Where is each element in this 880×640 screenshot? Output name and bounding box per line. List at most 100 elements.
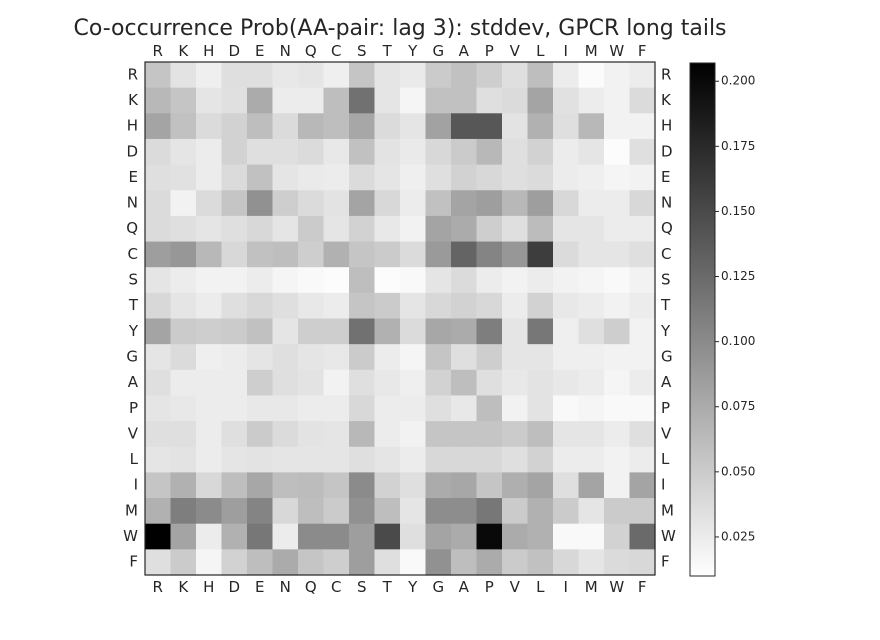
heatmap-cell-R-N (272, 62, 299, 89)
heatmap-cell-V-Y (400, 421, 427, 448)
heatmap-cell-C-S (349, 241, 376, 268)
heatmap-cell-T-M (578, 292, 605, 320)
heatmap-cell-W-C (323, 523, 350, 550)
heatmap-cell-P-A (451, 395, 478, 422)
heatmap-cell-M-V (502, 498, 529, 525)
heatmap-cell-C-D (221, 241, 248, 268)
y-tick-label-left: D (126, 142, 138, 160)
heatmap-cell-D-R (145, 138, 172, 166)
heatmap-cell-G-V (502, 344, 529, 371)
x-tick-label-bottom: G (432, 578, 444, 596)
x-tick-label-bottom: M (585, 578, 598, 596)
x-tick-label-top: Y (407, 42, 418, 60)
y-tick-label-right: L (661, 450, 670, 468)
heatmap-cell-E-Q (298, 164, 325, 191)
heatmap-cell-I-C (323, 472, 350, 499)
heatmap-cell-C-R (145, 241, 172, 268)
heatmap-cell-D-C (323, 138, 350, 166)
heatmap-cell-G-T (374, 344, 401, 371)
heatmap-cell-N-P (476, 190, 503, 217)
y-tick-label-right: Q (661, 219, 673, 237)
heatmap-cell-R-K (170, 62, 197, 89)
x-tick-label-top: I (564, 42, 568, 60)
heatmap-frame (144, 61, 656, 576)
heatmap-cell-W-L (527, 523, 554, 550)
x-tick-label-top: F (638, 42, 647, 60)
heatmap-cell-D-E (247, 138, 274, 166)
x-tick-label-top: M (585, 42, 598, 60)
heatmap-cell-I-D (221, 472, 248, 499)
heatmap-cell-Q-C (323, 215, 350, 243)
heatmap-cell-P-K (170, 395, 197, 422)
heatmap-cell-M-E (247, 498, 274, 525)
heatmap-cell-E-F (629, 164, 656, 191)
heatmap-cell-D-H (196, 138, 223, 166)
heatmap-cell-N-A (451, 190, 478, 217)
heatmap-cell-L-P (476, 446, 503, 473)
heatmap-cell-K-Q (298, 87, 325, 114)
heatmap-cell-N-S (349, 190, 376, 217)
heatmap-cell-D-I (553, 138, 580, 166)
heatmap-cell-T-D (221, 292, 248, 320)
y-tick-label-left: K (128, 91, 139, 109)
heatmap-cell-R-M (578, 62, 605, 89)
y-tick-label-left: R (128, 65, 138, 83)
heatmap-cell-H-Q (298, 113, 325, 140)
heatmap-cell-E-G (425, 164, 452, 191)
heatmap-cell-I-H (196, 472, 223, 499)
heatmap-cell-F-S (349, 549, 376, 576)
heatmap-cell-W-A (451, 523, 478, 550)
heatmap-cell-L-L (527, 446, 554, 473)
heatmap-cell-P-Y (400, 395, 427, 422)
heatmap-cell-T-C (323, 292, 350, 320)
heatmap-cell-I-K (170, 472, 197, 499)
heatmap-cell-A-K (170, 369, 197, 397)
heatmap-cell-E-T (374, 164, 401, 191)
heatmap-cell-G-F (629, 344, 656, 371)
heatmap-cell-A-A (451, 369, 478, 397)
y-tick-label-right: K (661, 91, 672, 109)
heatmap-cell-R-I (553, 62, 580, 89)
heatmap-cell-C-V (502, 241, 529, 268)
heatmap-cell-T-H (196, 292, 223, 320)
y-tick-label-right: S (661, 271, 671, 289)
heatmap-cell-T-S (349, 292, 376, 320)
heatmap-cell-A-L (527, 369, 554, 397)
heatmap-cell-E-H (196, 164, 223, 191)
heatmap-cell-D-V (502, 138, 529, 166)
heatmap-cell-Y-F (629, 318, 656, 345)
heatmap-cell-S-W (604, 267, 631, 294)
heatmap-cell-A-S (349, 369, 376, 397)
heatmap-cell-L-G (425, 446, 452, 473)
heatmap-cell-M-A (451, 498, 478, 525)
heatmap-cell-F-Q (298, 549, 325, 576)
heatmap-cell-H-L (527, 113, 554, 140)
heatmap-cell-T-A (451, 292, 478, 320)
y-tick-label-right: Y (660, 322, 671, 340)
heatmap-cell-V-D (221, 421, 248, 448)
heatmap-cell-I-I (553, 472, 580, 499)
heatmap-cell-N-L (527, 190, 554, 217)
heatmap-cell-W-Y (400, 523, 427, 550)
heatmap-cell-R-E (247, 62, 274, 89)
x-tick-label-bottom: K (178, 578, 189, 596)
heatmap-cell-R-Q (298, 62, 325, 89)
heatmap-cell-K-A (451, 87, 478, 114)
y-tick-label-left: G (126, 347, 138, 365)
heatmap-cell-S-K (170, 267, 197, 294)
heatmap-cell-K-Y (400, 87, 427, 114)
heatmap-cell-F-Y (400, 549, 427, 576)
heatmap-cell-L-I (553, 446, 580, 473)
heatmap-cell-R-W (604, 62, 631, 89)
heatmap-cell-S-Y (400, 267, 427, 294)
heatmap-cell-R-H (196, 62, 223, 89)
heatmap-cell-W-N (272, 523, 299, 550)
heatmap-cell-M-F (629, 498, 656, 525)
heatmap-cell-H-I (553, 113, 580, 140)
heatmap-cell-Y-S (349, 318, 376, 345)
heatmap-cell-T-G (425, 292, 452, 320)
x-tick-label-top: K (178, 42, 189, 60)
heatmap-cell-A-H (196, 369, 223, 397)
heatmap-cell-I-E (247, 472, 274, 499)
